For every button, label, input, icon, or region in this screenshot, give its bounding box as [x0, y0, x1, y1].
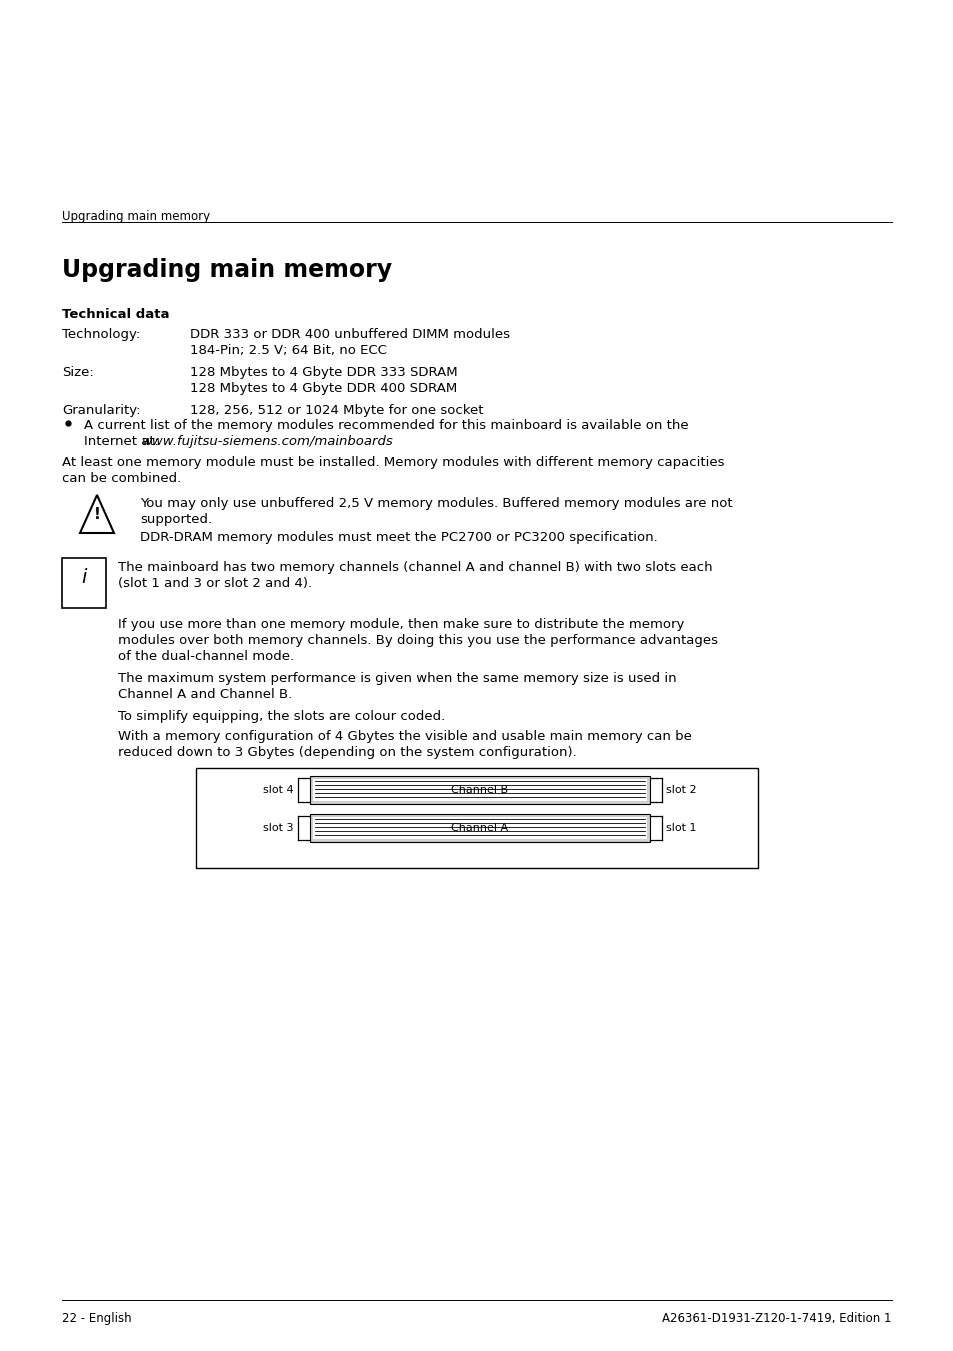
- Text: (slot 1 and 3 or slot 2 and 4).: (slot 1 and 3 or slot 2 and 4).: [118, 577, 312, 590]
- Text: slot 1: slot 1: [665, 823, 696, 834]
- Text: modules over both memory channels. By doing this you use the performance advanta: modules over both memory channels. By do…: [118, 634, 718, 647]
- Text: You may only use unbuffered 2,5 V memory modules. Buffered memory modules are no: You may only use unbuffered 2,5 V memory…: [140, 497, 732, 509]
- FancyBboxPatch shape: [195, 767, 758, 867]
- Text: A26361-D1931-Z120-1-7419, Edition 1: A26361-D1931-Z120-1-7419, Edition 1: [661, 1312, 891, 1325]
- Text: can be combined.: can be combined.: [62, 471, 181, 485]
- Text: slot 2: slot 2: [665, 785, 696, 794]
- Text: If you use more than one memory module, then make sure to distribute the memory: If you use more than one memory module, …: [118, 617, 683, 631]
- Text: Internet at:: Internet at:: [84, 435, 163, 449]
- Text: At least one memory module must be installed. Memory modules with different memo: At least one memory module must be insta…: [62, 457, 723, 469]
- Text: www.fujitsu-siemens.com/mainboards: www.fujitsu-siemens.com/mainboards: [142, 435, 394, 449]
- Text: Channel A: Channel A: [451, 823, 508, 834]
- Text: Channel A and Channel B.: Channel A and Channel B.: [118, 688, 292, 701]
- Text: .: .: [335, 435, 338, 449]
- Text: Technical data: Technical data: [62, 308, 170, 322]
- Text: A current list of the memory modules recommended for this mainboard is available: A current list of the memory modules rec…: [84, 419, 688, 432]
- Text: The maximum system performance is given when the same memory size is used in: The maximum system performance is given …: [118, 671, 676, 685]
- FancyBboxPatch shape: [313, 780, 646, 801]
- Text: DDR-DRAM memory modules must meet the PC2700 or PC3200 specification.: DDR-DRAM memory modules must meet the PC…: [140, 531, 657, 544]
- Text: supported.: supported.: [140, 513, 212, 526]
- Text: The mainboard has two memory channels (channel A and channel B) with two slots e: The mainboard has two memory channels (c…: [118, 561, 712, 574]
- Text: of the dual-channel mode.: of the dual-channel mode.: [118, 650, 294, 663]
- Text: reduced down to 3 Gbytes (depending on the system configuration).: reduced down to 3 Gbytes (depending on t…: [118, 746, 577, 759]
- Text: Upgrading main memory: Upgrading main memory: [62, 258, 392, 282]
- FancyBboxPatch shape: [62, 558, 106, 608]
- Text: Granularity:: Granularity:: [62, 404, 140, 417]
- Text: DDR 333 or DDR 400 unbuffered DIMM modules: DDR 333 or DDR 400 unbuffered DIMM modul…: [190, 328, 510, 340]
- Text: !: !: [93, 507, 100, 521]
- Text: 128, 256, 512 or 1024 Mbyte for one socket: 128, 256, 512 or 1024 Mbyte for one sock…: [190, 404, 483, 417]
- Text: Technology:: Technology:: [62, 328, 140, 340]
- Text: 184-Pin; 2.5 V; 64 Bit, no ECC: 184-Pin; 2.5 V; 64 Bit, no ECC: [190, 345, 387, 357]
- Text: With a memory configuration of 4 Gbytes the visible and usable main memory can b: With a memory configuration of 4 Gbytes …: [118, 730, 691, 743]
- Text: 128 Mbytes to 4 Gbyte DDR 400 SDRAM: 128 Mbytes to 4 Gbyte DDR 400 SDRAM: [190, 382, 456, 394]
- Text: To simplify equipping, the slots are colour coded.: To simplify equipping, the slots are col…: [118, 711, 445, 723]
- FancyBboxPatch shape: [310, 815, 649, 842]
- Text: 128 Mbytes to 4 Gbyte DDR 333 SDRAM: 128 Mbytes to 4 Gbyte DDR 333 SDRAM: [190, 366, 457, 380]
- Text: Channel B: Channel B: [451, 785, 508, 794]
- FancyBboxPatch shape: [310, 775, 649, 804]
- Text: Upgrading main memory: Upgrading main memory: [62, 209, 210, 223]
- FancyBboxPatch shape: [313, 817, 646, 839]
- Text: slot 4: slot 4: [263, 785, 294, 794]
- Text: i: i: [81, 567, 87, 586]
- Text: 22 - English: 22 - English: [62, 1312, 132, 1325]
- Text: slot 3: slot 3: [263, 823, 294, 834]
- Text: Size:: Size:: [62, 366, 93, 380]
